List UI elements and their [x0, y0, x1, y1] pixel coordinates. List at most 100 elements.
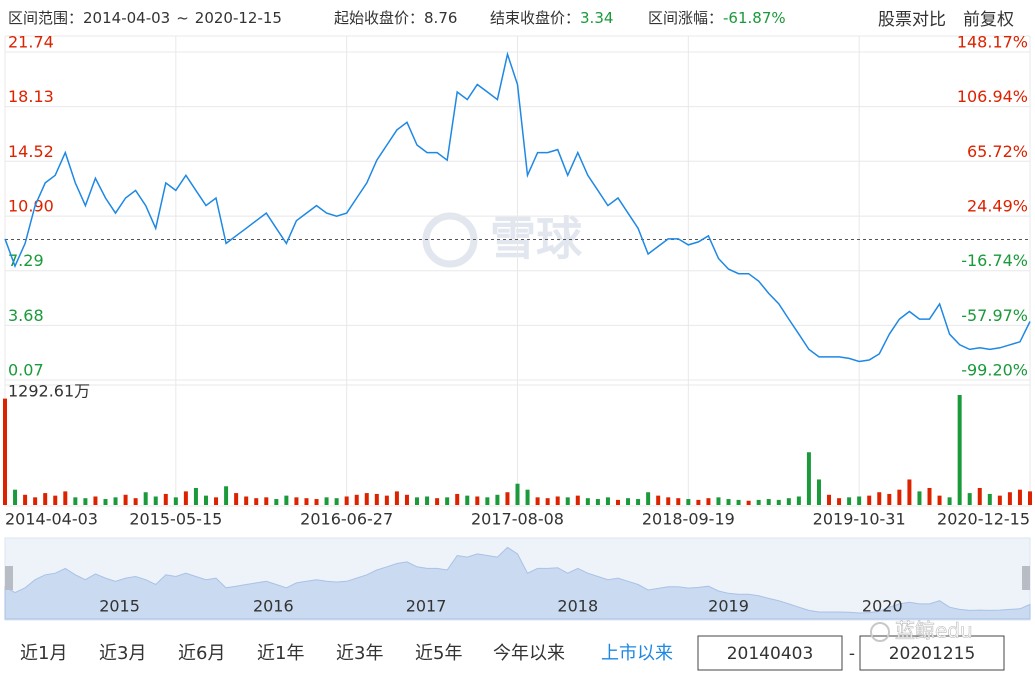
x-tick-label: 2019-10-31: [813, 510, 906, 529]
start-label: 起始收盘价：: [334, 9, 424, 27]
range-button[interactable]: 近1月: [20, 643, 67, 664]
volume-bar: [575, 495, 580, 505]
range-label: 区间范围：: [8, 9, 83, 27]
volume-bar: [666, 497, 671, 505]
volume-bar: [1017, 489, 1022, 505]
volume-bar: [535, 497, 540, 505]
volume-bar: [726, 499, 731, 505]
brand-icon: [870, 622, 890, 642]
volume-bar: [646, 492, 651, 505]
range-button[interactable]: 近3年: [336, 643, 383, 664]
volume-bar: [153, 496, 158, 505]
volume-bar: [63, 491, 68, 505]
volume-bar: [515, 483, 520, 505]
x-tick-label: 2017-08-08: [471, 510, 564, 529]
volume-bar: [555, 496, 560, 505]
volume-bar: [103, 499, 108, 505]
volume-bar: [656, 495, 661, 505]
compare-button[interactable]: 股票对比: [878, 10, 946, 30]
brand: 蓝鲸edu: [895, 619, 973, 643]
y2-tick-label: 148.17%: [957, 33, 1028, 52]
volume-bar: [786, 498, 791, 505]
navigator-tick-label: 2017: [406, 597, 447, 616]
start-input[interactable]: [697, 635, 843, 671]
header-range: 区间范围：2014-04-03 ~2020-12-15: [8, 9, 282, 27]
volume-bar: [746, 500, 751, 505]
range-button[interactable]: 近3月: [99, 643, 146, 664]
volume-bar: [837, 498, 842, 505]
navigator-tick-label: 2018: [557, 597, 598, 616]
volume-bar: [1007, 492, 1012, 505]
volume-bar: [796, 496, 801, 505]
volume-tick-label: 1292.61万: [8, 382, 90, 401]
volume-bar: [374, 493, 379, 505]
volume-bar: [193, 487, 198, 505]
volume-bar: [394, 491, 399, 505]
volume-bar: [244, 496, 249, 505]
y-tick-label: 7.29: [8, 251, 44, 270]
volume-bar: [173, 497, 178, 505]
navigator-tick-label: 2015: [99, 597, 140, 616]
start-input-text: 20140403: [727, 644, 814, 664]
volume-bar: [867, 495, 872, 505]
y2-tick-label: -16.74%: [961, 251, 1028, 270]
volume-bar: [334, 498, 339, 505]
volume-bar: [525, 489, 530, 505]
volume-bar: [927, 487, 932, 505]
volume-bar: [445, 497, 450, 505]
navigator-tick-label: 2019: [708, 597, 749, 616]
volume-bar: [626, 498, 631, 505]
x-tick-label: 2014-04-03: [5, 510, 98, 529]
volume-bar: [234, 493, 239, 505]
y-tick-label: 10.90: [8, 197, 54, 216]
volume-bar: [23, 494, 28, 505]
volume-bar: [847, 497, 852, 505]
volume-bar: [314, 499, 319, 505]
volume-bar: [113, 497, 118, 505]
volume-bar: [686, 499, 691, 505]
volume-bar: [465, 495, 470, 505]
adjust-button[interactable]: 前复权: [963, 10, 1014, 30]
navigator-handle-left[interactable]: [5, 566, 13, 590]
range-button[interactable]: 近5年: [415, 643, 462, 664]
volume-bar: [897, 489, 902, 505]
volume-bar: [716, 497, 721, 505]
end-input-text: 20201215: [889, 644, 976, 664]
volume-bar: [455, 493, 460, 505]
navigator-tick-label: 2020: [862, 597, 903, 616]
volume-bar: [143, 492, 148, 505]
controls: 20140403 - 20201215: [697, 635, 1005, 671]
range-button[interactable]: 近1年: [257, 643, 304, 664]
volume-bar: [636, 499, 641, 505]
volume-bar: [3, 398, 7, 505]
range-button[interactable]: 今年以来: [493, 643, 565, 664]
volume-bar: [415, 497, 420, 505]
volume-bar: [264, 497, 269, 505]
volume-bar: [93, 496, 98, 505]
navigator-handle-right[interactable]: [1022, 566, 1030, 590]
volume-bar: [736, 499, 741, 505]
volume-bar: [203, 495, 208, 505]
range-button[interactable]: 上市以来: [601, 643, 673, 664]
y-tick-label: 14.52: [8, 142, 54, 161]
volume-bar: [304, 498, 309, 505]
volume-bar: [997, 495, 1002, 505]
volume-bar: [214, 497, 219, 505]
y2-tick-label: 65.72%: [967, 142, 1028, 161]
volume-bar: [364, 493, 369, 505]
volume-bar: [806, 452, 811, 505]
volume-bar: [706, 498, 711, 505]
y2-tick-label: 24.49%: [967, 196, 1028, 215]
end-input[interactable]: [859, 635, 1005, 671]
header-end: 结束收盘价：3.34: [490, 9, 613, 27]
volume-bar: [53, 495, 58, 505]
volume-bar: [857, 496, 862, 505]
navigator-area: [4, 546, 1031, 620]
volume-bar: [83, 498, 88, 505]
volume-bar: [13, 489, 18, 505]
volume-bar: [676, 498, 681, 505]
volume-bar: [937, 495, 942, 505]
volume-bar: [495, 494, 500, 505]
range-button[interactable]: 近6月: [178, 643, 225, 664]
